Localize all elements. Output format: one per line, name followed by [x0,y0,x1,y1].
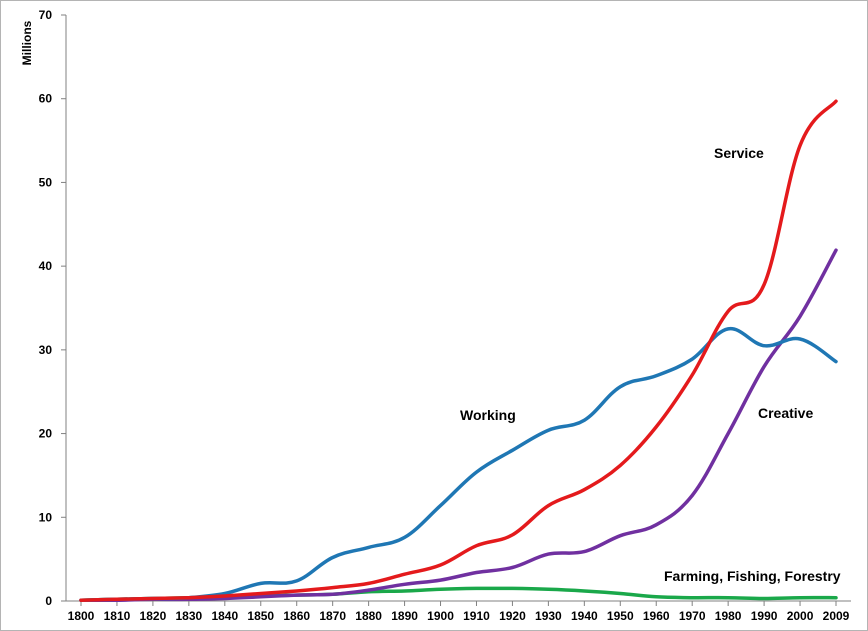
y-ticks: 0 10 20 30 40 50 60 70 [39,8,66,608]
y-tick-label: 10 [39,510,53,524]
x-tick-label: 2000 [787,609,814,623]
y-tick-label: 30 [39,343,53,357]
series-line-working [79,327,838,602]
label-service: Service [714,145,764,161]
y-tick-label: 0 [45,594,52,608]
x-tick-label: 1920 [499,609,526,623]
x-tick-label: 1900 [427,609,454,623]
x-tick-label: 1960 [643,609,670,623]
x-tick-label: 1800 [68,609,95,623]
x-tick-label: 1950 [607,609,634,623]
x-tick-label: 1870 [319,609,346,623]
x-tick-label: 1860 [283,609,310,623]
x-tick-label: 1880 [355,609,382,623]
y-tick-label: 20 [39,427,53,441]
label-creative: Creative [758,405,813,421]
x-tick-label: 1940 [571,609,598,623]
x-tick-label: 1810 [104,609,131,623]
x-tick-label: 1990 [751,609,778,623]
x-tick-label: 1930 [535,609,562,623]
y-tick-label: 70 [39,8,53,22]
series-layer [79,99,838,602]
y-tick-label: 40 [39,259,53,273]
y-axis-label: Millions [20,20,34,65]
series-line-service [79,99,838,602]
label-farming-fishing-forestry: Farming, Fishing, Forestry [664,568,841,584]
label-working: Working [460,407,516,423]
x-tick-label: 1830 [176,609,203,623]
y-tick-label: 50 [39,175,53,189]
y-tick-label: 60 [39,92,53,106]
series-line-creative [79,248,838,602]
x-tick-label: 1850 [247,609,274,623]
x-tick-label: 1970 [679,609,706,623]
x-tick-label: 1840 [211,609,238,623]
x-tick-label: 2009 [823,609,850,623]
x-tick-label: 1890 [391,609,418,623]
x-tick-label: 1980 [715,609,742,623]
x-tick-label: 1910 [463,609,490,623]
x-ticks: 1800 1810 1820 1830 1840 1850 1860 1870 1880 1890… [68,601,850,623]
x-tick-label: 1820 [140,609,167,623]
